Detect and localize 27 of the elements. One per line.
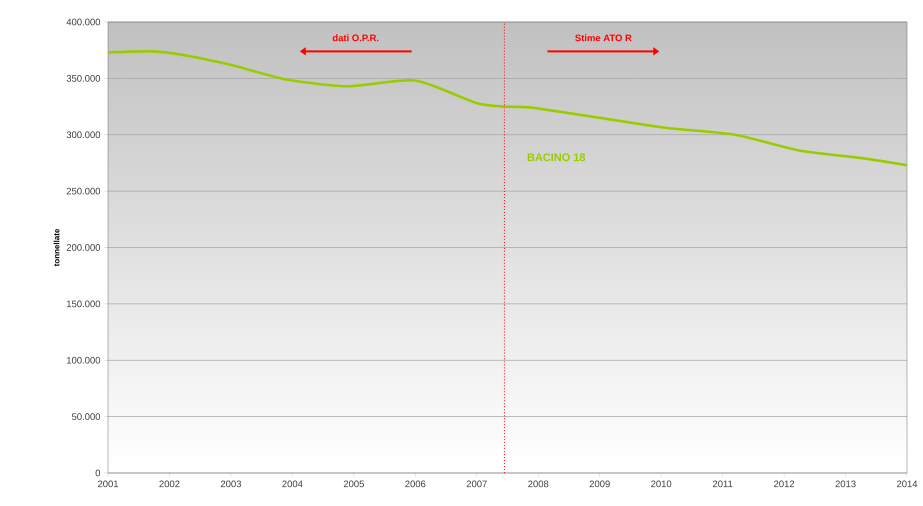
x-tick-label: 2014 (896, 480, 918, 488)
y-tick-label: 350.000 (66, 75, 100, 82)
y-tick-label: 300.000 (66, 131, 100, 138)
y-tick-label: 250.000 (66, 188, 100, 194)
x-tick-label: 2006 (405, 480, 426, 488)
y-tick-label: 400.000 (66, 18, 100, 26)
y-tick-label: 50.000 (72, 413, 100, 420)
x-tick-label: 2013 (835, 480, 856, 488)
text: BACINO 18 (528, 153, 586, 162)
y-tick-label: 0 (96, 470, 100, 476)
x-tick-label: 2010 (651, 480, 672, 488)
x-tick-label: 2004 (282, 480, 303, 488)
x-tick-label: 2003 (220, 480, 242, 488)
y-tick-label: 150.000 (66, 300, 100, 308)
x-tick-label: 2005 (344, 480, 364, 488)
line-series (106, 50, 908, 166)
annotation: Stime ATO R (575, 34, 632, 42)
x-tick-label: 2011 (712, 480, 732, 488)
x-tick-label: 2012 (774, 480, 794, 488)
x-tick-label: 2009 (590, 480, 610, 488)
x-tick-label: 2008 (528, 480, 548, 488)
y-tick-label: 200.000 (66, 244, 100, 251)
x-tick-label: 2002 (159, 480, 180, 488)
annotation: dati O.P.R. (332, 34, 378, 42)
x-tick-label: 2007 (466, 480, 487, 488)
y-tick-label: 100.000 (66, 356, 100, 364)
x-tick-label: 2001 (98, 480, 118, 488)
